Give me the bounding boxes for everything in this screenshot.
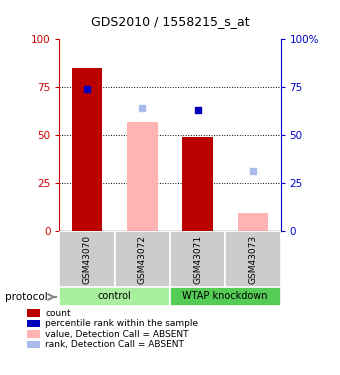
Text: protocol: protocol: [5, 292, 48, 302]
Bar: [183, 137, 213, 231]
Text: percentile rank within the sample: percentile rank within the sample: [45, 319, 198, 328]
Bar: [170, 231, 225, 287]
Text: control: control: [98, 291, 132, 301]
Bar: [59, 231, 115, 287]
Bar: [127, 122, 157, 231]
Text: GSM43071: GSM43071: [193, 235, 202, 284]
Bar: [59, 287, 170, 306]
Text: rank, Detection Call = ABSENT: rank, Detection Call = ABSENT: [45, 340, 184, 349]
Bar: [225, 231, 280, 287]
Text: GSM43073: GSM43073: [249, 235, 257, 284]
Text: value, Detection Call = ABSENT: value, Detection Call = ABSENT: [45, 330, 189, 339]
Bar: [238, 213, 268, 231]
Bar: [170, 287, 280, 306]
Bar: [72, 68, 102, 231]
Text: GSM43072: GSM43072: [138, 235, 147, 284]
Bar: [115, 231, 170, 287]
Text: count: count: [45, 309, 71, 318]
Text: GSM43070: GSM43070: [83, 235, 91, 284]
Text: GDS2010 / 1558215_s_at: GDS2010 / 1558215_s_at: [91, 15, 249, 28]
Text: WTAP knockdown: WTAP knockdown: [183, 291, 268, 301]
